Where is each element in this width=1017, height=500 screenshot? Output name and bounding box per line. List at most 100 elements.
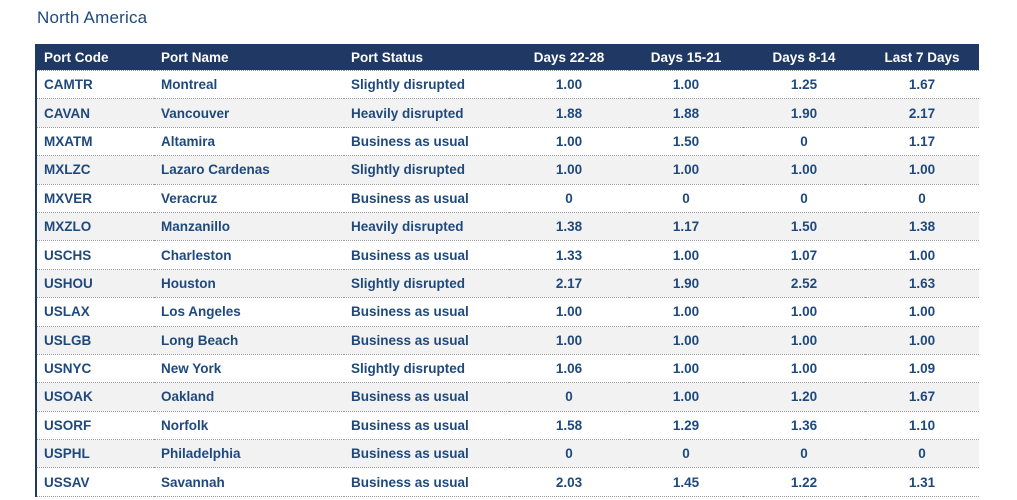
cell-days_22_28: 1.00 <box>509 70 629 100</box>
cell-days_15_21: 1.00 <box>629 240 743 270</box>
cell-port_name: Los Angeles <box>154 297 344 327</box>
cell-port_name: New York <box>154 354 344 384</box>
cell-port_code: MXVER <box>36 184 154 213</box>
column-header-days_22_28: Days 22-28 <box>509 44 629 71</box>
cell-port_code: USNYC <box>36 354 154 384</box>
column-header-last_7_days: Last 7 Days <box>865 44 979 71</box>
cell-last_7_days: 1.00 <box>865 297 979 327</box>
table-row-uschs: USCHS Charleston Business as usual 1.33 1.00… <box>36 240 979 270</box>
cell-port_code: USLAX <box>36 297 154 327</box>
cell-days_22_28: 0 <box>509 382 629 412</box>
table-row-mxver: MXVER Veracruz Business as usual 0 0 0 0 <box>36 184 979 213</box>
table-row-usorf: USORF Norfolk Business as usual 1.58 1.29 1.3… <box>36 411 979 441</box>
table-row-mxlzc: MXLZC Lazaro Cardenas Slightly disrupted 1.… <box>36 155 979 185</box>
cell-days_15_21: 1.00 <box>629 70 743 100</box>
cell-port_code: USOAK <box>36 382 154 412</box>
cell-days_8_14: 0 <box>743 184 865 213</box>
port-status-table-container: Port Code Port Name Port Status Days 22-28 D… <box>35 44 979 497</box>
cell-last_7_days: 1.00 <box>865 240 979 270</box>
cell-days_22_28: 1.00 <box>509 127 629 157</box>
cell-last_7_days: 1.38 <box>865 212 979 242</box>
cell-port_status: Slightly disrupted <box>344 155 509 185</box>
cell-days_8_14: 0 <box>743 439 865 469</box>
cell-port_code: MXLZC <box>36 155 154 185</box>
cell-days_8_14: 1.00 <box>743 354 865 384</box>
table-row-uslax: USLAX Los Angeles Business as usual 1.00 1.0… <box>36 297 979 327</box>
cell-port_name: Vancouver <box>154 98 344 128</box>
cell-port_code: MXATM <box>36 127 154 157</box>
cell-days_8_14: 0 <box>743 127 865 157</box>
cell-port_code: CAVAN <box>36 98 154 128</box>
cell-days_8_14: 1.25 <box>743 70 865 100</box>
cell-last_7_days: 1.67 <box>865 382 979 412</box>
cell-days_15_21: 1.00 <box>629 326 743 355</box>
cell-port_status: Business as usual <box>344 297 509 327</box>
cell-port_status: Business as usual <box>344 326 509 355</box>
cell-port_status: Business as usual <box>344 467 509 497</box>
table-row-usphl: USPHL Philadelphia Business as usual 0 0 0 0 <box>36 439 979 469</box>
cell-days_22_28: 1.00 <box>509 326 629 355</box>
cell-port_code: USCHS <box>36 240 154 270</box>
cell-port_name: Savannah <box>154 467 344 497</box>
cell-port_name: Montreal <box>154 70 344 100</box>
cell-days_15_21: 1.90 <box>629 269 743 299</box>
cell-days_8_14: 1.00 <box>743 326 865 355</box>
table-body: CAMTR Montreal Slightly disrupted 1.00 1.00 1… <box>36 70 979 497</box>
cell-days_22_28: 1.38 <box>509 212 629 242</box>
cell-last_7_days: 1.10 <box>865 411 979 441</box>
cell-last_7_days: 2.17 <box>865 98 979 128</box>
cell-days_15_21: 0 <box>629 439 743 469</box>
cell-days_15_21: 1.00 <box>629 382 743 412</box>
table-row-cavan: CAVAN Vancouver Heavily disrupted 1.88 1.88 1… <box>36 98 979 128</box>
cell-days_8_14: 1.07 <box>743 240 865 270</box>
table-row-ushou: USHOU Houston Slightly disrupted 2.17 1.90 2.… <box>36 269 979 299</box>
cell-port_code: USORF <box>36 411 154 441</box>
cell-days_15_21: 1.45 <box>629 467 743 497</box>
cell-days_15_21: 1.88 <box>629 98 743 128</box>
cell-last_7_days: 1.67 <box>865 70 979 100</box>
cell-days_8_14: 2.52 <box>743 269 865 299</box>
column-header-port_code: Port Code <box>36 44 154 71</box>
cell-days_15_21: 1.00 <box>629 297 743 327</box>
cell-days_22_28: 2.17 <box>509 269 629 299</box>
cell-port_status: Business as usual <box>344 439 509 469</box>
cell-port_status: Business as usual <box>344 240 509 270</box>
cell-days_15_21: 0 <box>629 184 743 213</box>
cell-last_7_days: 1.00 <box>865 155 979 185</box>
cell-port_status: Business as usual <box>344 411 509 441</box>
cell-days_22_28: 2.03 <box>509 467 629 497</box>
cell-last_7_days: 0 <box>865 184 979 213</box>
cell-port_status: Slightly disrupted <box>344 70 509 100</box>
table-header-row: Port Code Port Name Port Status Days 22-28 D… <box>36 44 979 71</box>
cell-port_name: Lazaro Cardenas <box>154 155 344 185</box>
cell-port_code: CAMTR <box>36 70 154 100</box>
cell-days_15_21: 1.17 <box>629 212 743 242</box>
cell-port_status: Heavily disrupted <box>344 98 509 128</box>
cell-port_status: Heavily disrupted <box>344 212 509 242</box>
cell-last_7_days: 0 <box>865 439 979 469</box>
cell-last_7_days: 1.17 <box>865 127 979 157</box>
table-row-uslgb: USLGB Long Beach Business as usual 1.00 1.00… <box>36 326 979 355</box>
cell-days_8_14: 1.50 <box>743 212 865 242</box>
cell-days_22_28: 1.00 <box>509 297 629 327</box>
table-row-usnyc: USNYC New York Slightly disrupted 1.06 1.00 1… <box>36 354 979 384</box>
cell-days_22_28: 1.58 <box>509 411 629 441</box>
column-header-port_status: Port Status <box>344 44 509 71</box>
cell-days_22_28: 0 <box>509 439 629 469</box>
cell-days_22_28: 1.06 <box>509 354 629 384</box>
cell-port_status: Slightly disrupted <box>344 269 509 299</box>
cell-port_name: Veracruz <box>154 184 344 213</box>
column-header-port_name: Port Name <box>154 44 344 71</box>
cell-days_22_28: 1.00 <box>509 155 629 185</box>
cell-last_7_days: 1.00 <box>865 326 979 355</box>
cell-port_code: USLGB <box>36 326 154 355</box>
cell-port_code: USSAV <box>36 467 154 497</box>
cell-port_name: Long Beach <box>154 326 344 355</box>
cell-last_7_days: 1.63 <box>865 269 979 299</box>
cell-port_name: Manzanillo <box>154 212 344 242</box>
cell-port_name: Charleston <box>154 240 344 270</box>
cell-port_status: Business as usual <box>344 382 509 412</box>
cell-days_15_21: 1.00 <box>629 354 743 384</box>
cell-days_22_28: 0 <box>509 184 629 213</box>
table-row-mxzlo: MXZLO Manzanillo Heavily disrupted 1.38 1.17… <box>36 212 979 242</box>
